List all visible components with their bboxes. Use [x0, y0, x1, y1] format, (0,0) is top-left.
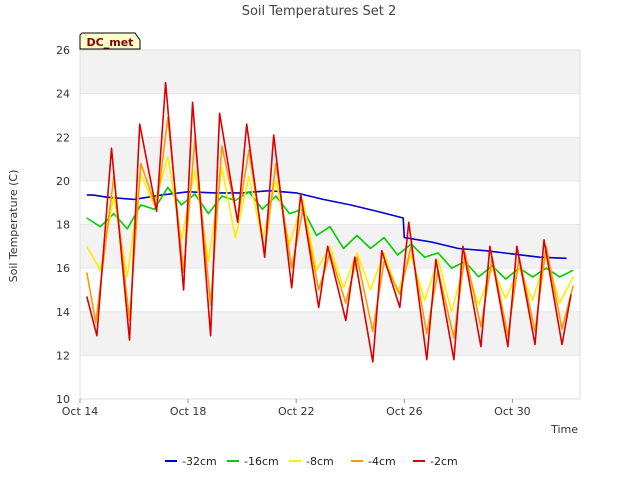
y-axis-ticks: 10 12 14 16 18 20 22 24 26 — [56, 44, 70, 406]
x-tick-label: Oct 30 — [494, 405, 531, 418]
y-tick-label: 16 — [56, 262, 70, 275]
legend: -32cm -16cm -8cm -4cm -2cm — [165, 455, 458, 468]
legend-label: -32cm — [182, 455, 217, 468]
plot-frame — [79, 49, 581, 400]
x-axis-title: Time — [550, 423, 578, 436]
legend-label: -2cm — [430, 455, 458, 468]
y-tick-label: 22 — [56, 131, 70, 144]
series-lines — [86, 81, 574, 363]
legend-label: -8cm — [306, 455, 334, 468]
y-tick-label: 20 — [56, 175, 70, 188]
x-tick-label: Oct 26 — [386, 405, 423, 418]
series-line-2cmcm-line — [86, 81, 572, 363]
legend-label: -16cm — [244, 455, 279, 468]
site-badge: DC_met — [79, 32, 141, 50]
y-tick-label: 12 — [56, 349, 70, 362]
x-axis-ticks: Oct 14 Oct 18 Oct 22 Oct 26 Oct 30 — [62, 399, 531, 418]
y-tick-label: 14 — [56, 306, 70, 319]
x-tick-label: Oct 14 — [62, 405, 99, 418]
y-axis-title: Soil Temperature (C) — [7, 170, 20, 283]
background-band — [80, 50, 580, 94]
background-band — [80, 137, 580, 181]
chart-title: Soil Temperatures Set 2 — [242, 4, 397, 19]
y-tick-label: 18 — [56, 219, 70, 232]
badge-box — [79, 32, 141, 50]
badge-label: DC_met — [87, 36, 134, 49]
x-tick-label: Oct 22 — [278, 405, 315, 418]
y-tick-label: 10 — [56, 393, 70, 406]
series-line-32cmcm-line — [86, 189, 567, 260]
series-line-16cmcm-line — [86, 186, 574, 280]
x-tick-label: Oct 18 — [170, 405, 207, 418]
y-tick-label: 24 — [56, 88, 70, 101]
y-tick-label: 26 — [56, 44, 70, 57]
background-band — [80, 311, 580, 356]
legend-label: -4cm — [368, 455, 396, 468]
series-line-8cmcm-line — [86, 156, 574, 313]
